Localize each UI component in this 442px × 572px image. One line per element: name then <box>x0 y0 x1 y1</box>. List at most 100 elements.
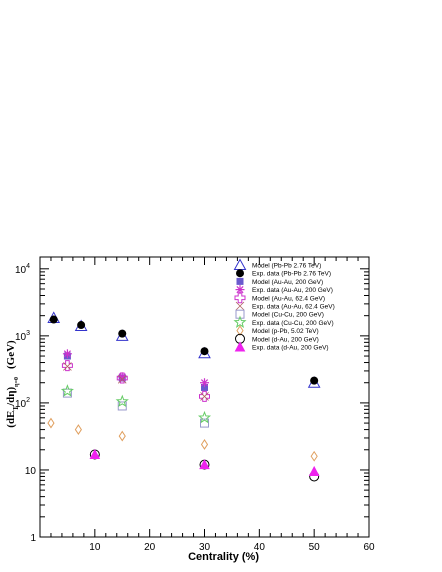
asterisk-marker <box>200 378 209 388</box>
open-diamond-marker <box>74 424 82 435</box>
y-tick-label: 103 <box>15 330 30 343</box>
square-open-marker <box>117 401 127 411</box>
legend: Model (Pb-Pb 2.76 TeV)Exp. data (Pb-Pb 2… <box>233 258 335 352</box>
legend-entry: Model (Cu-Cu, 200 GeV) <box>235 309 324 319</box>
open-cross-marker <box>61 360 73 372</box>
y-axis-title-part2: /dη) <box>5 387 17 407</box>
square-open-marker <box>200 418 209 428</box>
legend-entry: Exp. data (Au-Au, 200 GeV) <box>235 285 333 295</box>
open-star-marker <box>115 394 129 408</box>
y-tick-label-exponent: 4 <box>26 263 30 270</box>
y-tick-label: 10 <box>25 466 37 477</box>
y-tick-label: 104 <box>15 263 30 276</box>
square-filled-marker <box>236 277 244 285</box>
x-stroke <box>117 375 127 384</box>
open-star-marker <box>60 384 74 397</box>
asterisk-stroke <box>63 350 71 358</box>
legend-entry: Exp. data (d-Au, 200 GeV) <box>234 341 329 352</box>
y-axis-title-part1: (dE <box>5 411 17 428</box>
x-tick-label: 20 <box>144 542 156 553</box>
y-axis-title-sub2: η=0 <box>14 377 20 387</box>
y-axis-title-sub1: T <box>12 406 20 411</box>
asterisk-stroke <box>200 379 209 387</box>
y-tick-label-exponent: 3 <box>26 330 30 337</box>
open-diamond-marker <box>118 430 126 442</box>
x-marker <box>235 301 245 311</box>
y-tick-label: 102 <box>15 397 30 410</box>
legend-entry: Model (Pb-Pb 2.76 TeV) <box>233 258 321 270</box>
circle-filled-marker <box>77 321 86 330</box>
x-tick-label: 50 <box>309 542 321 553</box>
legend-label: Model (Au-Au, 62.4 GeV) <box>252 295 325 302</box>
series-markers <box>60 384 212 424</box>
x-marker <box>63 362 72 371</box>
y-tick-label-base: 10 <box>15 399 27 410</box>
x-marker <box>200 392 209 401</box>
open-diamond-marker <box>236 325 244 337</box>
legend-label: Exp. data (Au-Au, 62.4 GeV) <box>252 304 335 311</box>
open-cross-marker <box>234 292 246 304</box>
open-diamond-marker <box>47 417 55 429</box>
asterisk-marker <box>235 285 245 295</box>
series-markers <box>61 360 210 402</box>
x-stroke <box>200 392 209 401</box>
circle-filled-marker <box>200 347 209 356</box>
circle-filled-marker <box>310 376 319 385</box>
square-open-marker <box>62 388 72 398</box>
legend-label: Exp. data (Pb-Pb 2.76 TeV) <box>252 271 331 278</box>
legend-entry: Exp. data (Cu-Cu, 200 GeV) <box>233 315 334 328</box>
x-tick-label: 30 <box>199 542 211 553</box>
legend-entry: Model (Au-Au, 62.4 GeV) <box>234 292 325 304</box>
open-star-marker <box>197 410 212 424</box>
legend-label: Exp. data (Au-Au, 200 GeV) <box>252 287 333 294</box>
y-axis-title: (dET/dη)η=0 (GeV) <box>5 340 20 428</box>
asterisk-stroke <box>236 286 244 294</box>
legend-label: Exp. data (d-Au, 200 GeV) <box>252 345 329 352</box>
asterisk-marker <box>62 349 72 359</box>
series-markers <box>63 352 208 391</box>
triangle-filled-marker <box>89 448 101 460</box>
open-diamond-marker <box>200 439 209 450</box>
x-tick-label: 10 <box>89 542 101 553</box>
legend-entry: Model (d-Au, 200 GeV) <box>235 333 319 344</box>
legend-label: Model (d-Au, 200 GeV) <box>252 336 319 343</box>
open-diamond-marker <box>310 450 318 462</box>
x-axis-title: Centrality (%) <box>188 551 259 563</box>
legend-label: Model (p-Pb, 5.02 TeV) <box>252 328 319 335</box>
legend-label: Exp. data (Cu-Cu, 200 GeV) <box>252 320 334 327</box>
x-stroke <box>235 301 245 311</box>
triangle-filled-marker <box>308 465 320 476</box>
y-tick-label-base: 10 <box>15 332 27 343</box>
legend-label: Model (Cu-Cu, 200 GeV) <box>252 312 324 319</box>
triangle-filled-marker <box>234 341 246 352</box>
triangle-open-marker <box>233 258 247 270</box>
axis-ticks <box>39 257 370 538</box>
series-markers <box>47 417 318 462</box>
square-filled-marker <box>201 383 208 391</box>
series-markers <box>89 448 320 476</box>
x-stroke <box>63 362 72 371</box>
series-markers <box>62 388 209 428</box>
triangle-filled-marker <box>199 459 210 470</box>
svg-text:(dET/dη)η=0(GeV): (dET/dη)η=0 (GeV) <box>5 340 20 428</box>
x-marker <box>117 375 127 384</box>
y-tick-label: 1 <box>30 533 36 544</box>
series-markers <box>63 362 209 401</box>
legend-entry: Exp. data (Au-Au, 62.4 GeV) <box>235 301 335 311</box>
circle-filled-marker <box>118 329 127 338</box>
legend-label: Model (Pb-Pb 2.76 TeV) <box>252 263 321 270</box>
series-markers <box>62 349 209 388</box>
legend-label: Model (Au-Au, 200 GeV) <box>252 279 323 286</box>
y-tick-label-exponent: 2 <box>26 397 30 404</box>
legend-entry: Model (p-Pb, 5.02 TeV) <box>236 325 319 337</box>
open-cross-marker <box>116 372 128 384</box>
open-star-marker <box>233 315 247 328</box>
legend-entry: Exp. data (Pb-Pb 2.76 TeV) <box>236 269 331 278</box>
y-tick-label-base: 10 <box>15 265 27 276</box>
legend-entry: Model (Au-Au, 200 GeV) <box>236 277 323 286</box>
x-tick-label: 40 <box>254 542 266 553</box>
circle-filled-marker <box>236 269 244 278</box>
y-axis-title-unit: (GeV) <box>5 340 17 369</box>
